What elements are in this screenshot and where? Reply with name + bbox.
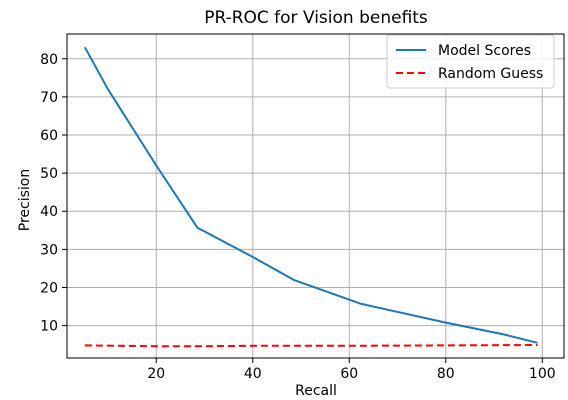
x-tick-label: 80 — [437, 366, 455, 382]
series-line-model-scores — [84, 46, 538, 344]
legend-label-model-scores: Model Scores — [438, 43, 531, 59]
y-tick-label: 50 — [40, 166, 58, 182]
y-tick-label: 30 — [40, 242, 58, 258]
series-line-random-guess — [84, 344, 538, 348]
y-axis-label: Precision — [17, 169, 33, 231]
y-tick-label: 60 — [40, 128, 58, 144]
ticks: 20 40 60 80 100 10 20 30 40 50 60 70 80 — [40, 52, 555, 382]
chart-title: PR-ROC for Vision benefits — [204, 8, 428, 28]
x-tick-label: 60 — [340, 366, 358, 382]
legend-box — [386, 34, 555, 89]
y-tick-label: 20 — [40, 280, 58, 296]
series-layer — [84, 46, 538, 348]
y-tick-label: 10 — [40, 319, 58, 335]
y-tick-label: 40 — [40, 204, 58, 220]
legend-label-random-guess: Random Guess — [438, 66, 543, 82]
x-axis-label: Recall — [295, 383, 337, 399]
legend: Model Scores Random Guess — [386, 34, 555, 89]
grid — [67, 34, 564, 358]
axes-frame — [66, 33, 565, 359]
y-tick-label: 70 — [40, 90, 58, 106]
x-tick-label: 40 — [244, 366, 262, 382]
x-tick-label: 20 — [147, 366, 165, 382]
x-tick-label: 100 — [529, 366, 556, 382]
y-tick-label: 80 — [40, 52, 58, 68]
